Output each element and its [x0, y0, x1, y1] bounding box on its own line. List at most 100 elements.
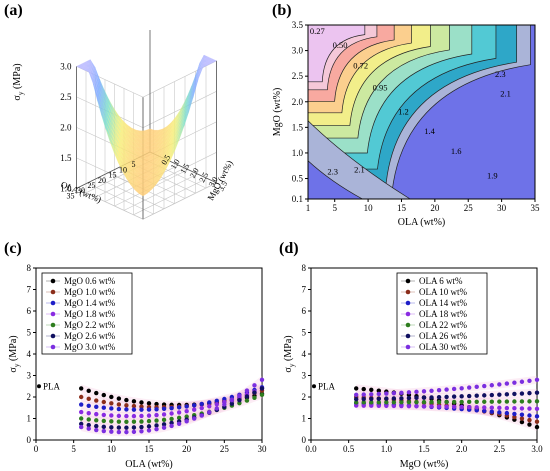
data-point: [527, 378, 532, 383]
data-point: [376, 400, 381, 405]
data-point: [154, 418, 159, 423]
data-point: [184, 419, 189, 424]
x-tick-label: 2.5: [494, 444, 506, 454]
z-axis-title-main: σ: [12, 95, 23, 101]
contour-fill: [308, 25, 535, 199]
data-point: [497, 410, 502, 415]
y-tick-label: 3: [302, 371, 307, 381]
legend-label: OLA 26 wt%: [419, 331, 468, 341]
data-point: [109, 394, 114, 400]
data-point: [176, 421, 182, 426]
data-point: [154, 412, 159, 418]
data-point: [376, 396, 381, 401]
data-point: [467, 399, 472, 405]
data-point: [384, 396, 389, 401]
contour-level-label: 0.95: [373, 83, 388, 93]
panel-c: PLA 0 5 10 15 20 25 30 0 1 2 3 4 5 6 7 8 OLA (wt%) σy (MPa…: [0, 238, 275, 471]
data-point: [192, 416, 197, 421]
z-tick-label: 1.5: [60, 153, 72, 163]
legend-marker: [50, 311, 56, 317]
data-point: [79, 402, 84, 407]
data-point: [79, 424, 84, 430]
contour-level-label: 1.6: [451, 146, 462, 156]
legend-label: MgO 1.0 wt%: [64, 287, 116, 297]
data-point: [414, 399, 419, 405]
data-point: [169, 423, 174, 429]
data-point: [207, 400, 212, 405]
contour-level-label: 1.2: [398, 107, 409, 117]
surface: [76, 54, 217, 197]
y-tick-label: 1.5: [178, 162, 191, 175]
y-axis-title-sub: y: [12, 363, 21, 367]
contour-level-label: 2.1: [354, 164, 365, 174]
data-point: [222, 402, 227, 407]
data-point: [94, 411, 99, 417]
y-tick-label: 7: [27, 285, 32, 295]
data-point: [79, 409, 84, 415]
data-point: [376, 403, 381, 408]
data-point: [154, 401, 159, 407]
data-point: [497, 392, 502, 397]
data-point: [252, 395, 257, 400]
data-point: [86, 396, 91, 402]
data-point: [444, 399, 449, 405]
data-point: [109, 429, 114, 434]
data-point: [444, 387, 449, 392]
data-point: [361, 396, 366, 402]
x-tick-label: 30: [77, 186, 85, 195]
data-point: [399, 400, 404, 405]
data-point: [184, 404, 189, 409]
y-tick-label: 6: [302, 306, 307, 316]
z-axis-title-rest: (MPa): [12, 63, 23, 91]
z-tick-label: 2.5: [60, 92, 72, 102]
y-tick-label: 0: [27, 435, 32, 445]
data-point: [534, 419, 540, 424]
legend-marker: [405, 300, 411, 306]
data-point: [406, 399, 412, 405]
data-point: [146, 424, 152, 429]
data-point: [237, 398, 242, 403]
floor-grid-line: [97, 177, 165, 210]
data-point: [176, 410, 182, 415]
x-tick-label: 25: [464, 203, 474, 213]
data-point: [86, 417, 91, 422]
data-point: [154, 427, 159, 432]
data-point: [354, 386, 359, 391]
y-axis-title-main: σ: [8, 367, 19, 373]
data-point: [497, 405, 502, 411]
y-tick-label: 2.5: [197, 171, 210, 184]
data-point: [467, 393, 472, 399]
data-point: [361, 386, 366, 392]
z-tick-label: 1.0: [60, 183, 72, 193]
data-point: [79, 394, 84, 400]
x-tick-label: 5: [71, 444, 76, 454]
data-point: [527, 417, 532, 423]
legend-label: MgO 2.2 wt%: [64, 320, 116, 330]
data-point: [146, 418, 152, 424]
data-point: [109, 401, 114, 406]
data-point: [79, 386, 84, 391]
data-point: [199, 413, 204, 418]
data-point: [406, 390, 412, 395]
data-point: [124, 425, 129, 430]
y-tick-label: 0: [302, 435, 307, 445]
data-point: [429, 388, 434, 393]
panel-d-tag: (d): [279, 240, 299, 257]
data-point: [474, 393, 479, 398]
data-point: [519, 412, 525, 417]
y-axis-title-sub: y: [287, 363, 296, 367]
y-tick-label: 1: [302, 414, 307, 424]
data-point: [429, 404, 434, 409]
data-point: [474, 405, 479, 410]
data-point: [131, 425, 137, 430]
data-point: [154, 407, 159, 412]
data-point: [214, 398, 219, 404]
y-tick-label: 5: [27, 328, 32, 338]
plot-frame: [307, 24, 536, 200]
x-axis-title: OLA (wt%): [398, 217, 446, 228]
data-point: [124, 403, 129, 408]
data-point: [237, 393, 242, 398]
floor-grid-line: [133, 178, 208, 216]
legend-box: [41, 272, 133, 355]
data-point: [482, 383, 487, 389]
